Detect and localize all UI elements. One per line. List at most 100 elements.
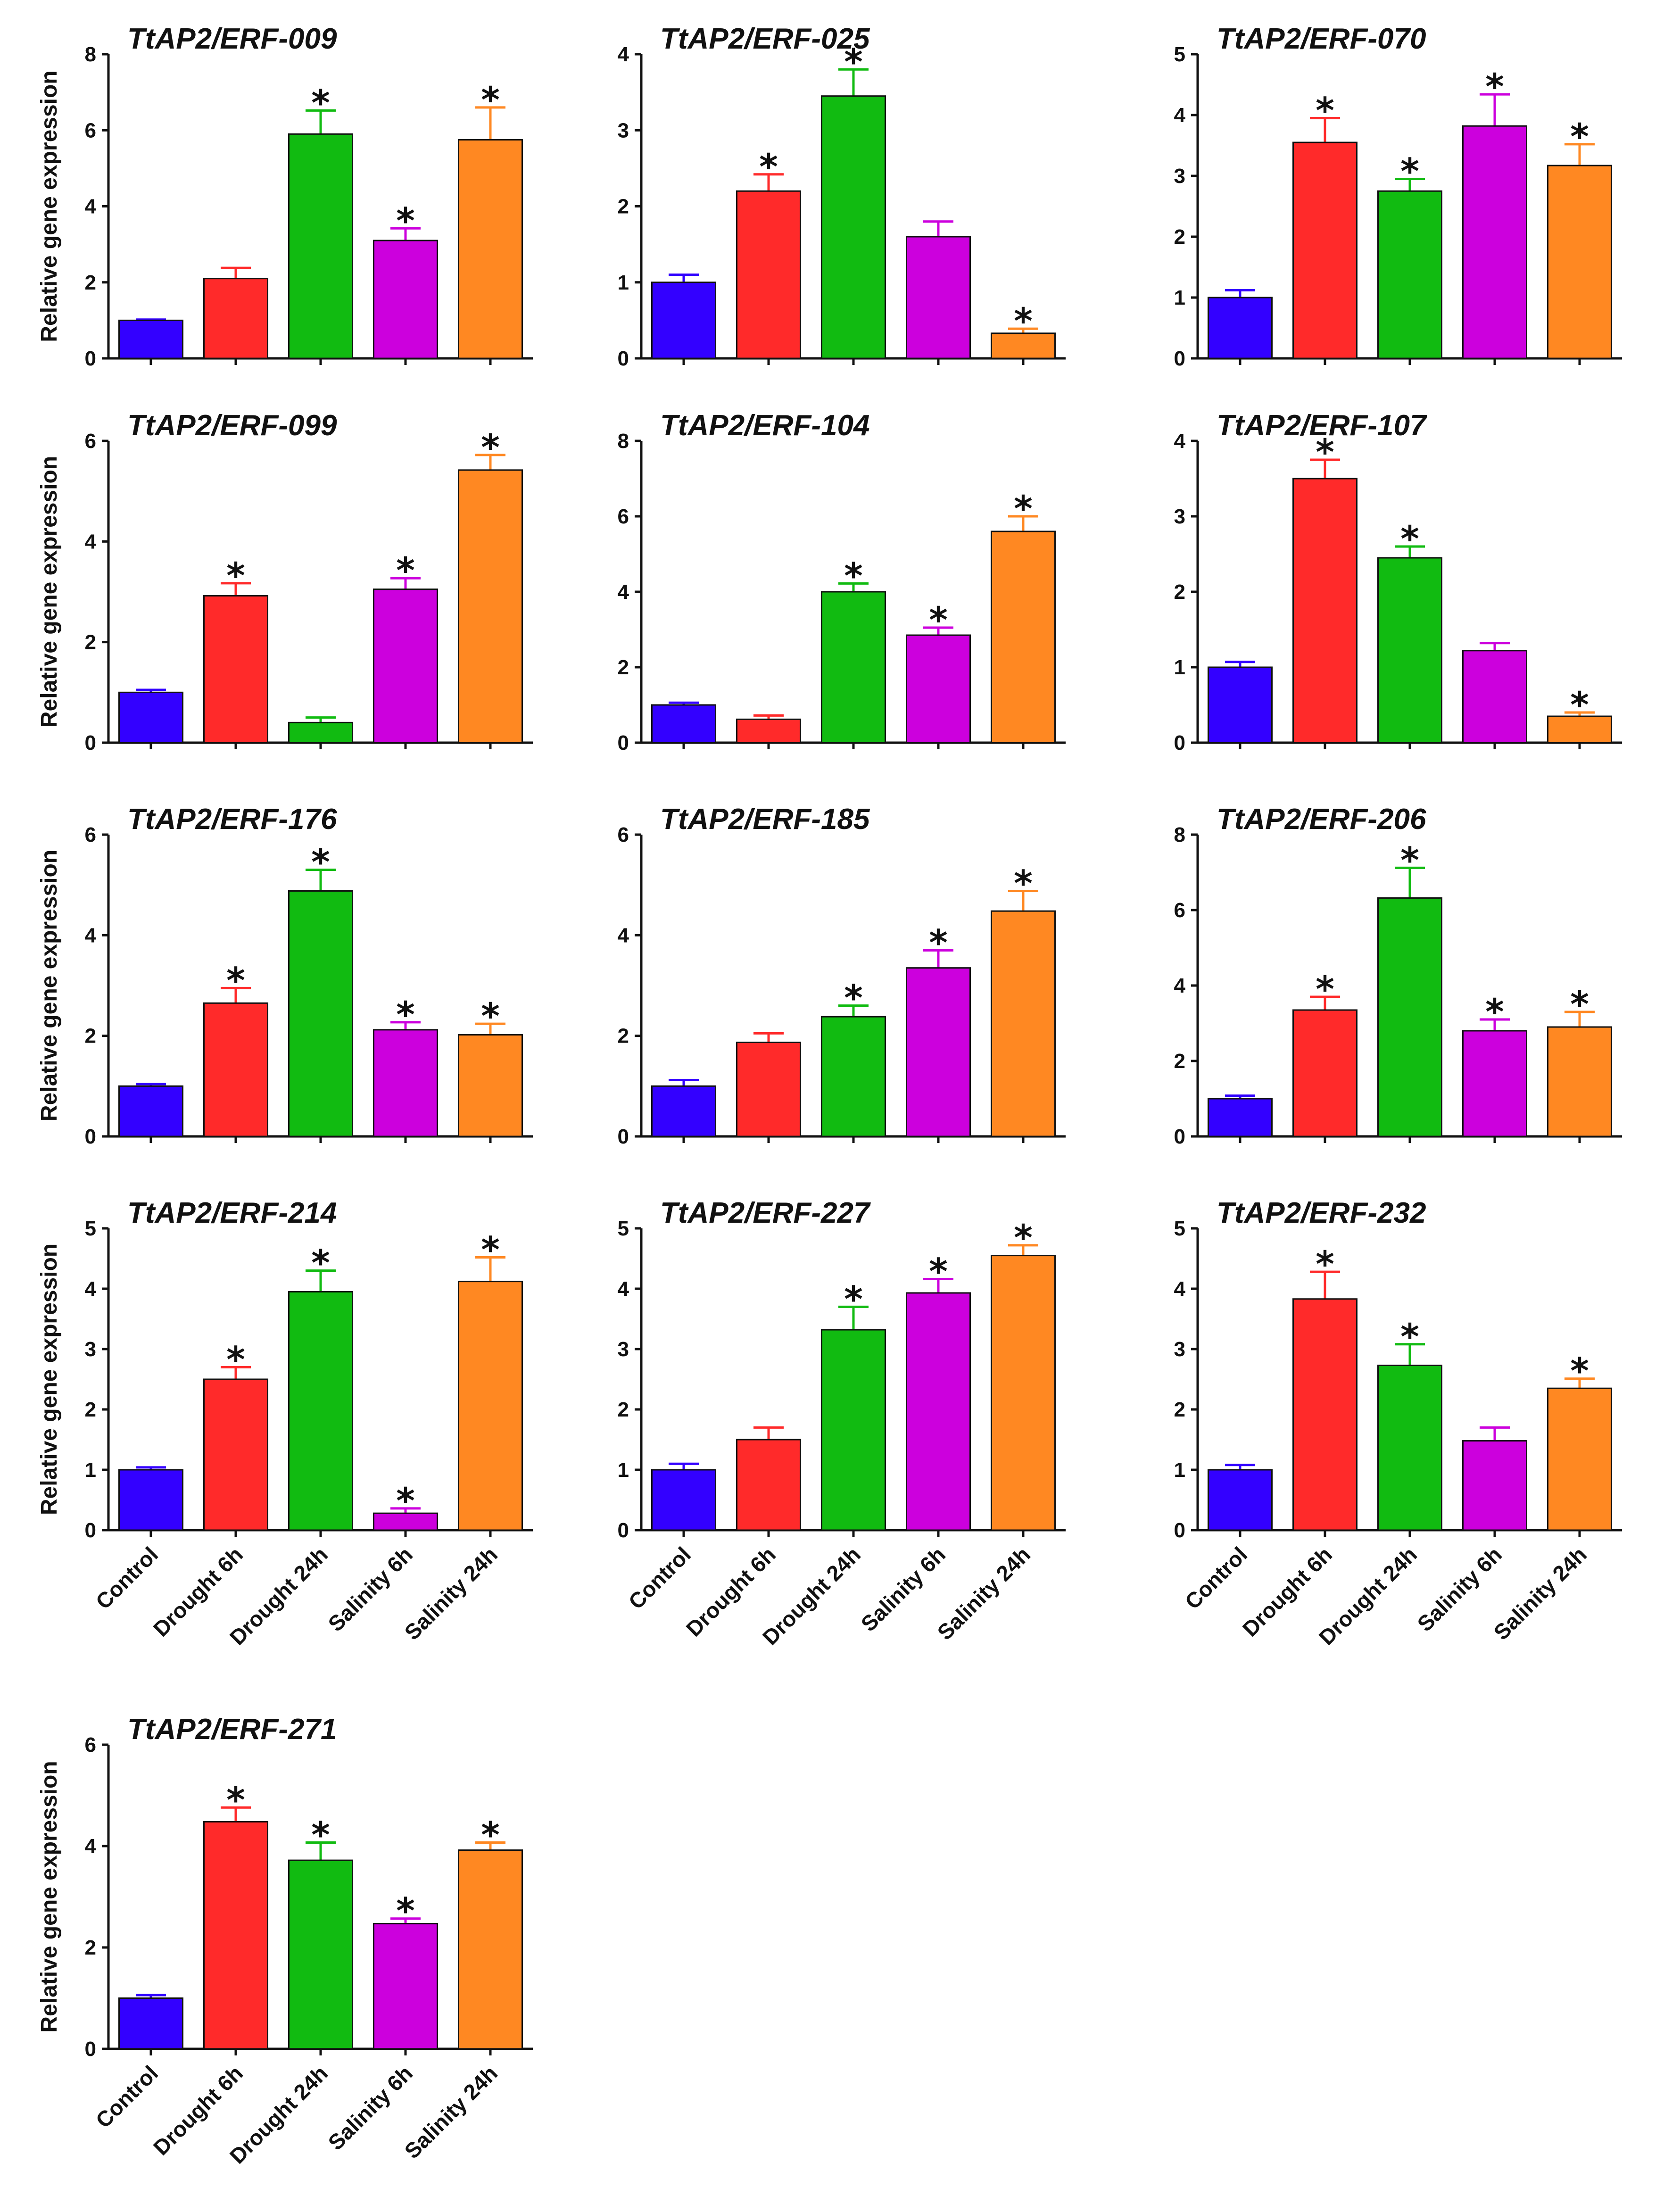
- bar: [203, 1378, 268, 1531]
- bar: [821, 1016, 886, 1137]
- bar: [288, 133, 353, 359]
- bar: [736, 1439, 801, 1531]
- bar: [458, 1849, 523, 2050]
- y-tick-label: 2: [618, 1025, 629, 1048]
- y-tick-label: 0: [1174, 731, 1185, 754]
- y-tick-label: 3: [1174, 1338, 1185, 1361]
- y-tick-label: 6: [85, 823, 96, 846]
- bar: [906, 1292, 971, 1531]
- bar: [991, 332, 1056, 359]
- bar: [1377, 190, 1442, 359]
- bar: [736, 718, 801, 744]
- bar: [1208, 1098, 1273, 1137]
- chart-panel: TtAP2/ERF-099 0 2 4 6 Relative gene expressio…: [37, 409, 533, 754]
- significance-star: *: [481, 1228, 500, 1270]
- bar: [1377, 557, 1442, 744]
- y-tick-label: 3: [618, 119, 629, 142]
- y-tick-label: 0: [85, 731, 96, 754]
- bar: [991, 910, 1056, 1137]
- bar: [203, 1002, 268, 1137]
- y-tick-label: 4: [85, 530, 97, 553]
- bar: [1292, 1009, 1357, 1137]
- bar: [288, 1291, 353, 1531]
- bar: [288, 1859, 353, 2050]
- significance-star: *: [929, 599, 948, 641]
- significance-star: *: [226, 1779, 245, 1821]
- y-tick-label: 2: [618, 1398, 629, 1421]
- y-tick-label: 0: [85, 1519, 96, 1542]
- y-tick-label: 8: [1174, 823, 1185, 846]
- bar: [373, 1922, 438, 2050]
- bar: [736, 1042, 801, 1137]
- significance-star: *: [844, 41, 863, 83]
- significance-star: *: [226, 1338, 245, 1380]
- chart-panel: TtAP2/ERF-104 0 2 4 6 8 * * *: [618, 409, 1066, 754]
- significance-star: *: [1014, 862, 1033, 904]
- y-tick-label: 0: [618, 731, 629, 754]
- bar: [1462, 1440, 1527, 1531]
- bar: [906, 634, 971, 744]
- bar: [1377, 1365, 1442, 1531]
- chart-panel: TtAP2/ERF-206 0 2 4 6 8 * * * *: [1174, 803, 1622, 1148]
- y-tick-label: 8: [85, 43, 96, 66]
- y-tick-label: 5: [85, 1217, 96, 1240]
- y-tick-label: 6: [85, 1733, 96, 1756]
- y-axis-label: Relative gene expression: [37, 456, 62, 728]
- y-tick-label: 0: [618, 1125, 629, 1148]
- significance-star: *: [396, 994, 415, 1036]
- y-axis-label: Relative gene expression: [37, 1243, 62, 1515]
- category-label: Salinity 6h: [323, 1542, 417, 1636]
- category-label: Salinity 6h: [856, 1542, 950, 1636]
- chart-panel: TtAP2/ERF-009 0 2 4 6 8 Relative gene expressi…: [37, 23, 533, 370]
- chart-panel: TtAP2/ERF-025 0 1 2 3 4 * * *: [618, 23, 1066, 370]
- significance-star: *: [1400, 518, 1419, 560]
- category-label: Control: [1180, 1542, 1252, 1614]
- chart-panel: TtAP2/ERF-271 0 2 4 6 Relative gene expressio…: [37, 1713, 533, 2169]
- significance-star: *: [1570, 684, 1589, 726]
- y-tick-label: 0: [618, 1519, 629, 1542]
- significance-star: *: [929, 1251, 948, 1292]
- y-tick-label: 1: [618, 1458, 629, 1482]
- bar: [458, 139, 523, 359]
- y-tick-label: 1: [1174, 1458, 1185, 1482]
- significance-star: *: [1316, 1243, 1334, 1285]
- category-label: Control: [91, 1542, 163, 1614]
- y-tick-label: 3: [1174, 165, 1185, 188]
- bar: [288, 890, 353, 1137]
- chart-title: TtAP2/ERF-099: [127, 409, 337, 442]
- y-tick-label: 4: [618, 924, 629, 947]
- y-tick-label: 4: [618, 580, 629, 604]
- y-tick-label: 2: [85, 1025, 96, 1048]
- bar: [906, 967, 971, 1137]
- chart-title: TtAP2/ERF-176: [127, 803, 337, 836]
- bar: [651, 704, 716, 744]
- chart-title: TtAP2/ERF-104: [660, 409, 869, 442]
- chart-title: TtAP2/ERF-025: [660, 23, 870, 55]
- y-tick-label: 6: [85, 119, 96, 142]
- chart-panel: TtAP2/ERF-214 0 1 2 3 4 5 Relative gene express…: [37, 1197, 533, 1650]
- y-tick-label: 2: [85, 1398, 96, 1421]
- y-tick-label: 4: [85, 924, 97, 947]
- y-tick-label: 6: [1174, 899, 1185, 922]
- bar: [1462, 125, 1527, 359]
- bar: [651, 282, 716, 359]
- y-tick-label: 0: [1174, 1519, 1185, 1542]
- y-tick-label: 4: [1174, 974, 1186, 997]
- significance-star: *: [1570, 983, 1589, 1025]
- significance-star: *: [1014, 488, 1033, 530]
- y-tick-label: 8: [618, 430, 629, 453]
- significance-star: *: [759, 146, 778, 188]
- y-tick-label: 4: [1174, 104, 1186, 127]
- y-tick-label: 0: [1174, 347, 1185, 370]
- y-tick-label: 3: [618, 1338, 629, 1361]
- bar: [1462, 650, 1527, 744]
- chart-title: TtAP2/ERF-107: [1217, 409, 1427, 442]
- bar: [991, 530, 1056, 744]
- bar: [118, 691, 183, 744]
- y-tick-label: 4: [1174, 1277, 1186, 1301]
- y-axis-label: Relative gene expression: [37, 1761, 62, 2032]
- significance-star: *: [1316, 431, 1334, 473]
- significance-star: *: [396, 199, 415, 241]
- significance-star: *: [1014, 1217, 1033, 1259]
